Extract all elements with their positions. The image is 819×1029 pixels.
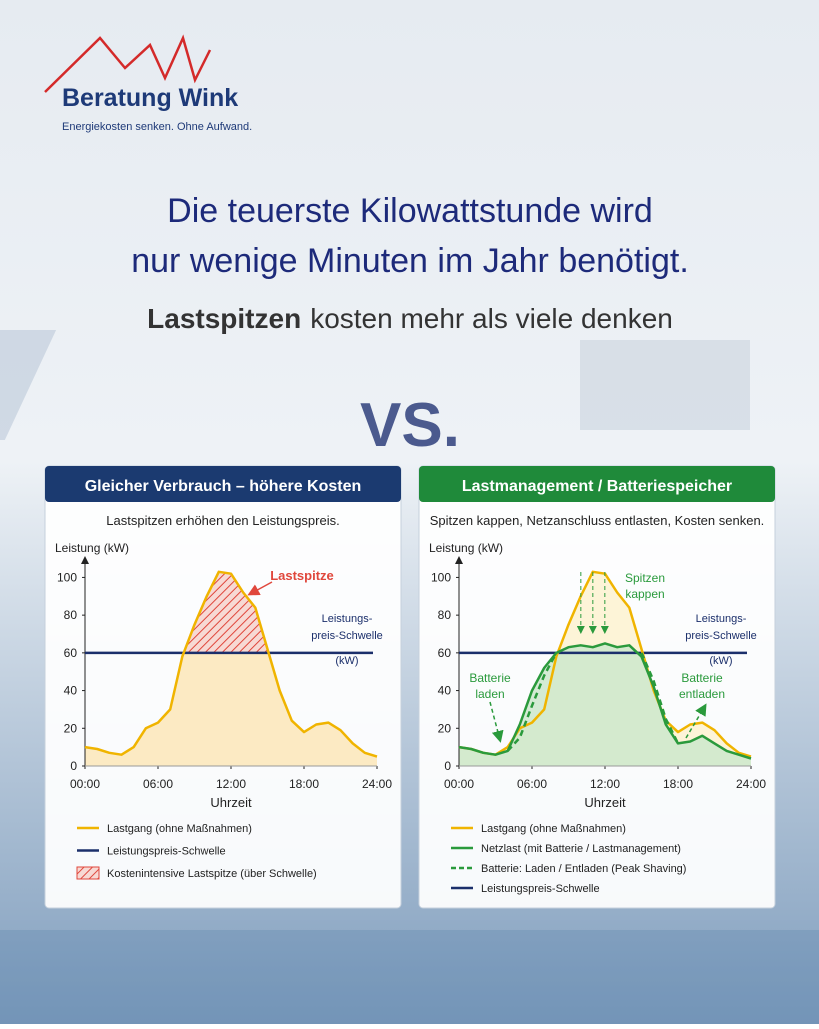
- panel-title: Lastmanagement / Batteriespeicher: [462, 478, 732, 495]
- logo: Beratung Wink: [62, 84, 238, 112]
- y-tick-label: 100: [57, 570, 77, 584]
- legend-symbol: [76, 866, 100, 880]
- y-tick-label: 0: [444, 759, 451, 773]
- threshold-label: Leistungs-: [322, 613, 373, 625]
- y-axis-label: Leistung (kW): [55, 541, 129, 555]
- headline: Die teuerste Kilowattstunde wird: [167, 192, 653, 230]
- peak-area: [183, 571, 269, 653]
- x-axis-label: Uhrzeit: [210, 795, 252, 810]
- y-tick-label: 80: [438, 608, 452, 622]
- x-tick-label: 18:00: [289, 777, 319, 791]
- legend-label: Leistungspreis-Schwelle: [107, 846, 226, 858]
- arrow: [247, 581, 273, 596]
- annotation: laden: [475, 687, 504, 701]
- y-tick-label: 20: [438, 721, 452, 735]
- annotation: kappen: [625, 587, 664, 601]
- panel-subtitle: Spitzen kappen, Netzanschluss entlasten,…: [430, 513, 765, 528]
- threshold-label: (kW): [335, 655, 358, 667]
- panel-subtitle: Lastspitzen erhöhen den Leistungspreis.: [106, 513, 339, 528]
- x-tick-label: 00:00: [70, 777, 100, 791]
- y-tick-label: 20: [64, 721, 78, 735]
- subheadline: Lastspitzen kosten mehr als viele denken: [147, 303, 673, 334]
- y-tick-label: 60: [64, 646, 78, 660]
- x-tick-label: 12:00: [590, 777, 620, 791]
- y-tick-label: 100: [431, 570, 451, 584]
- panel-header: [419, 466, 775, 502]
- headline: nur wenige Minuten im Jahr benötigt.: [131, 242, 689, 280]
- x-tick-label: 18:00: [663, 777, 693, 791]
- line: [84, 570, 378, 758]
- threshold-label: preis-Schwelle: [311, 630, 383, 642]
- x-tick-label: 00:00: [444, 777, 474, 791]
- legend-label: Leistungspreis-Schwelle: [481, 883, 600, 895]
- y-tick-label: 80: [64, 608, 78, 622]
- area-fill: [85, 571, 377, 766]
- y-tick-label: 40: [64, 684, 78, 698]
- threshold-label: (kW): [709, 655, 732, 667]
- annotation: entladen: [679, 687, 725, 701]
- x-tick-label: 24:00: [736, 777, 766, 791]
- logo-mark: [44, 34, 212, 93]
- y-tick-label: 60: [438, 646, 452, 660]
- annotation: Batterie: [469, 671, 511, 685]
- panel-header: [45, 466, 401, 502]
- x-tick-label: 06:00: [517, 777, 547, 791]
- panel-title: Gleicher Verbrauch – höhere Kosten: [85, 478, 362, 495]
- annotation: Spitzen: [625, 571, 665, 585]
- decoration: [0, 330, 819, 1024]
- tagline: Energiekosten senken. Ohne Aufwand.: [62, 121, 252, 133]
- annotation: Lastspitze: [270, 568, 334, 583]
- x-tick-label: 06:00: [143, 777, 173, 791]
- legend-label: Lastgang (ohne Maßnahmen): [107, 823, 252, 835]
- x-tick-label: 24:00: [362, 777, 392, 791]
- subheadline-rest: kosten mehr als viele denken: [310, 303, 673, 334]
- threshold-label: Leistungs-: [696, 613, 747, 625]
- dashed-line: [506, 652, 680, 752]
- y-tick-label: 40: [438, 684, 452, 698]
- y-tick-label: 0: [70, 759, 77, 773]
- area-fill: [459, 643, 751, 766]
- y-axis-label: Leistung (kW): [429, 541, 503, 555]
- legend-label: Kostenintensive Lastspitze (über Schwell…: [107, 868, 317, 880]
- subheadline-bold: Lastspitzen: [147, 303, 301, 334]
- arrow: [685, 703, 707, 739]
- versus: VS.: [360, 391, 460, 460]
- legend-label: Lastgang (ohne Maßnahmen): [481, 823, 626, 835]
- legend-label: Batterie: Laden / Entladen (Peak Shaving…: [481, 863, 686, 875]
- threshold-label: preis-Schwelle: [685, 630, 757, 642]
- x-tick-label: 12:00: [216, 777, 246, 791]
- x-axis-label: Uhrzeit: [584, 795, 626, 810]
- legend-label: Netzlast (mit Batterie / Lastmanagement): [481, 843, 681, 855]
- annotation: Batterie: [681, 671, 723, 685]
